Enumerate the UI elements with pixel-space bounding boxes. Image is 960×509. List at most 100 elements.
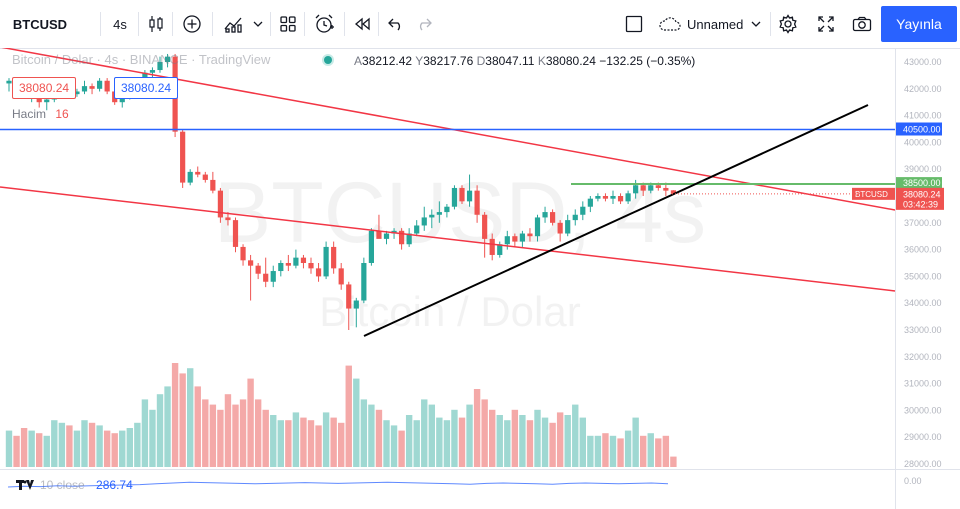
- volume-label: Hacim: [12, 107, 47, 121]
- volume-bar: [670, 456, 677, 467]
- chart-legend-title[interactable]: Bitcoin / Dolar · 4s · BINANCE · Trading…: [12, 52, 270, 67]
- volume-bar: [579, 417, 586, 467]
- volume-bar: [315, 425, 322, 467]
- alert-button[interactable]: [310, 10, 338, 38]
- layout-name-button[interactable]: Unnamed: [658, 10, 768, 38]
- volume-bar: [617, 438, 624, 467]
- volume-bar: [20, 428, 28, 467]
- candle-body: [293, 257, 299, 266]
- volume-bar: [13, 435, 20, 467]
- buy-price-box[interactable]: 38080.24: [114, 77, 179, 99]
- candle-body: [6, 80, 12, 84]
- cloud-icon: [659, 17, 681, 31]
- ascending-trendline[interactable]: [363, 104, 869, 337]
- candle-body: [557, 222, 563, 234]
- volume-bar: [519, 415, 526, 467]
- channel-upper-line[interactable]: [0, 48, 896, 211]
- indicator-label: 10 close: [40, 478, 85, 492]
- candle-body: [285, 263, 291, 266]
- indicators-icon: [224, 17, 242, 33]
- volume-bar: [277, 420, 284, 467]
- channel-lower-line[interactable]: [0, 186, 896, 292]
- volume-bar: [179, 373, 186, 467]
- legend-title-text: Bitcoin / Dolar · 4s · BINANCE · Trading…: [12, 52, 271, 67]
- candle-body: [504, 236, 510, 245]
- price-tick-label: 30000.00: [904, 405, 942, 415]
- undo-button[interactable]: [384, 10, 408, 38]
- fullscreen-button[interactable]: [814, 10, 838, 38]
- volume-bar: [458, 417, 466, 467]
- volume-bar: [466, 404, 473, 467]
- open-label: A: [354, 54, 363, 68]
- price-tick-label: 32000.00: [904, 352, 942, 362]
- price-tick-label: 34000.00: [904, 298, 942, 308]
- candle-body: [89, 86, 95, 89]
- candle-body: [527, 233, 533, 237]
- snapshot-button[interactable]: [850, 10, 874, 38]
- volume-bar: [194, 386, 201, 467]
- indicator-line: [7, 481, 669, 488]
- symbol-search-button[interactable]: BTCUSD: [12, 16, 68, 32]
- candle-body: [451, 187, 458, 207]
- candle-body: [550, 212, 556, 223]
- candle-body: [210, 179, 216, 191]
- candle-body: [655, 185, 661, 188]
- publish-button[interactable]: Yayınla: [881, 6, 957, 42]
- price-chart[interactable]: BTCUSD, 4s Bitcoin / Dolar 43000.00 42000…: [0, 48, 960, 509]
- volume-bar: [541, 417, 549, 467]
- volume-bar: [171, 363, 179, 467]
- candle-body: [587, 198, 593, 207]
- candle-body: [164, 56, 171, 62]
- replay-button[interactable]: [350, 10, 374, 38]
- volume-bar: [119, 430, 126, 467]
- candle-body: [202, 174, 208, 180]
- volume-bar: [43, 435, 50, 467]
- candle-body: [81, 86, 88, 92]
- toolbar-divider: [270, 12, 271, 36]
- indicators-add-button[interactable]: [178, 10, 206, 38]
- candle-body: [572, 214, 578, 221]
- toolbar-divider: [138, 12, 139, 36]
- redo-button[interactable]: [412, 10, 436, 38]
- volume-bar: [66, 425, 73, 467]
- volume-bar: [375, 409, 383, 467]
- volume-bar: [489, 409, 496, 467]
- indicators-button[interactable]: [220, 10, 248, 38]
- layout-button[interactable]: [276, 10, 300, 38]
- volume-bar: [443, 420, 451, 467]
- candle-body: [353, 300, 359, 309]
- volume-value: 16: [55, 107, 69, 121]
- settings-button[interactable]: [776, 10, 800, 38]
- volume-bar: [549, 422, 556, 467]
- fullscreen-select-button[interactable]: [622, 10, 646, 38]
- volume-bar: [51, 420, 58, 467]
- sell-price-box[interactable]: 38080.24: [12, 77, 77, 99]
- candle-body: [300, 257, 307, 263]
- price-axis[interactable]: 43000.00 42000.00 41000.00 40000.00 39000.00…: [672, 57, 944, 486]
- volume-bar: [473, 389, 481, 467]
- change-value: −132.25 (−0.35%): [599, 54, 696, 68]
- candle-body: [255, 265, 261, 274]
- candle-body: [406, 233, 412, 245]
- interval-button[interactable]: 4s: [113, 16, 127, 32]
- volume-bar: [587, 435, 594, 467]
- candle-body: [104, 80, 110, 92]
- candle-body: [232, 220, 239, 247]
- volume-bar: [405, 415, 413, 467]
- layout-name-label: Unnamed: [687, 16, 744, 32]
- volume-bar: [504, 420, 511, 467]
- candle-body: [270, 271, 276, 282]
- candle-body: [421, 217, 427, 226]
- candle-body: [399, 230, 405, 245]
- volume-bar: [224, 394, 232, 467]
- indicators-dropdown-button[interactable]: [250, 10, 266, 38]
- level-label-40500: 40500.00: [903, 125, 941, 135]
- volume-bar: [428, 404, 435, 467]
- chart-type-button[interactable]: [144, 10, 168, 38]
- low-value: 38047.11: [485, 54, 535, 68]
- candle-body: [625, 193, 631, 202]
- volume-bar: [421, 399, 428, 467]
- candle-body: [602, 196, 609, 199]
- candle-body: [248, 260, 254, 266]
- volume-bar: [103, 430, 111, 467]
